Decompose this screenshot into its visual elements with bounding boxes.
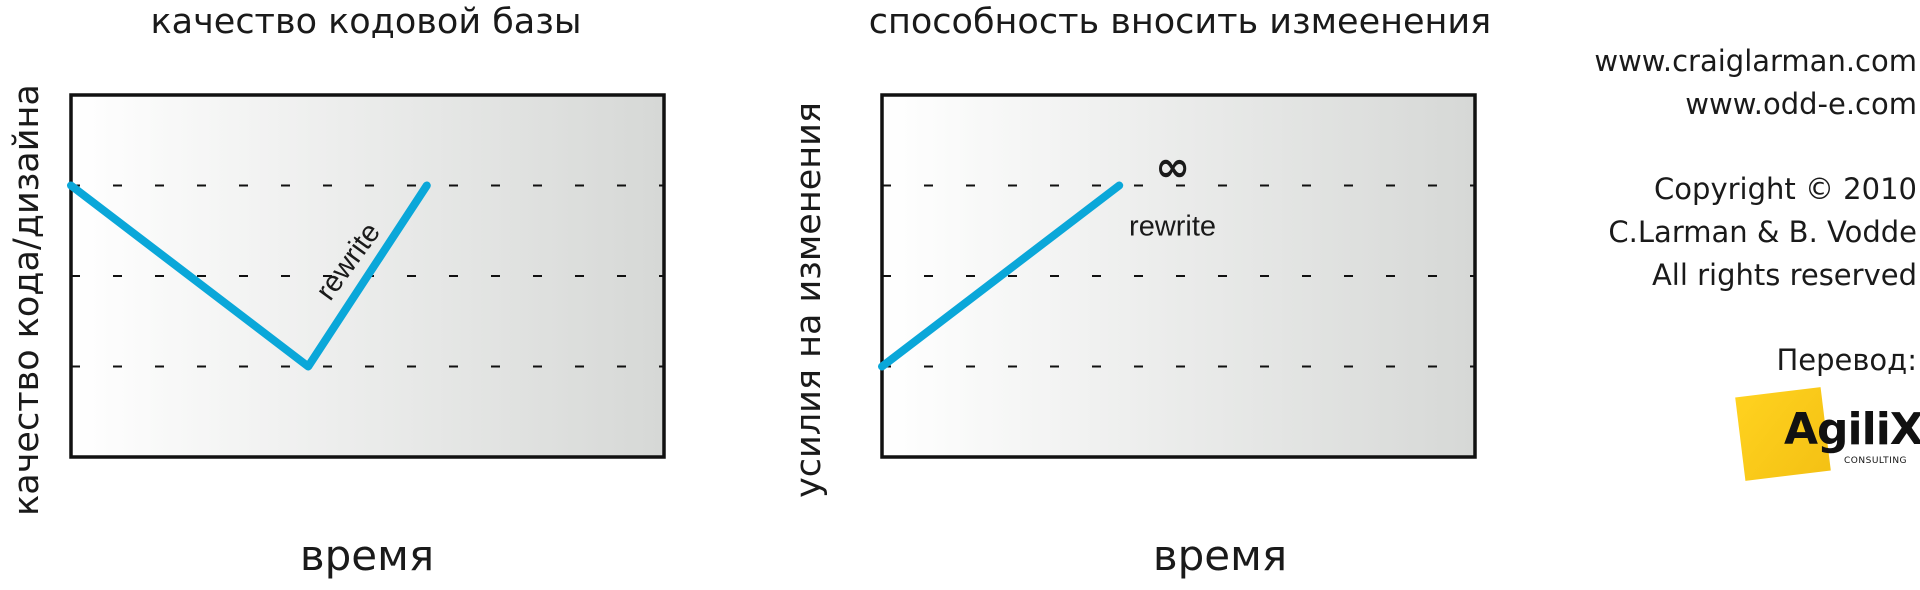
- logo-name: AgiliX: [1784, 404, 1920, 455]
- credits-block: www.craiglarman.com www.odd-e.com Copyri…: [1517, 40, 1917, 382]
- chart-quality: качество кодовой базы rewrite качество к…: [7, 2, 666, 580]
- rewrite-annotation: rewrite: [1129, 210, 1216, 242]
- logo-subtitle: CONSULTING: [1844, 456, 1908, 466]
- y-axis-label: качество кода/дизайна: [7, 84, 47, 516]
- translation-label: Перевод:: [1776, 343, 1917, 377]
- series-line: [67, 181, 431, 371]
- chart-title: качество кодовой базы: [151, 2, 582, 42]
- y-axis-label: усилия на изменения: [789, 102, 829, 498]
- website-link[interactable]: www.craiglarman.com: [1594, 44, 1917, 78]
- series-line: [878, 181, 1124, 371]
- x-axis-label: время: [1153, 531, 1287, 580]
- x-axis-label: время: [300, 531, 434, 580]
- agilix-logo-icon: AgiliX CONSULTING: [1735, 387, 1920, 482]
- plot-frame: [880, 93, 1477, 459]
- website-link[interactable]: www.odd-e.com: [1685, 87, 1917, 121]
- authors-text: C.Larman & B. Vodde: [1608, 215, 1917, 249]
- plot-frame: [69, 93, 666, 459]
- infinity-annotation: ∞: [1155, 142, 1190, 191]
- rights-text: All rights reserved: [1651, 258, 1917, 292]
- chart-change-ability: способность вносить измеенения ∞ rewrite…: [789, 2, 1491, 580]
- chart-title: способность вносить измеенения: [869, 2, 1491, 42]
- gridlines: [882, 184, 1475, 368]
- copyright-text: Copyright © 2010: [1654, 172, 1917, 206]
